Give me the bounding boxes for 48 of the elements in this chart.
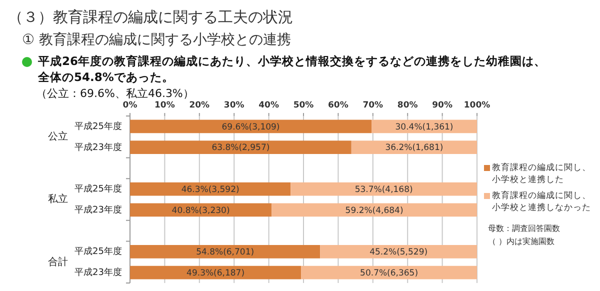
y-tick-label: 平成25年度 bbox=[74, 246, 122, 258]
text: 母数：調査回答園数 bbox=[488, 224, 560, 234]
data-label: 54.8%(6,701) bbox=[196, 248, 254, 258]
text: （公立：69.6%、私立46.3%） bbox=[36, 87, 194, 100]
y-tick-label: 平成25年度 bbox=[74, 184, 122, 195]
text: 平成26年度の教育課程の編成にあたり、小学校と情報交換をするなどの連携をした幼稚園は、 bbox=[37, 54, 546, 68]
data-label: 49.3%(6,187) bbox=[186, 268, 245, 278]
data-label: 40.8%(3,230) bbox=[172, 206, 230, 216]
data-label: 36.2%(1,681) bbox=[385, 143, 444, 154]
bar bbox=[130, 245, 320, 258]
bar bbox=[351, 140, 477, 154]
bar bbox=[130, 140, 352, 154]
bar bbox=[320, 245, 477, 258]
bar bbox=[272, 203, 477, 217]
bar bbox=[130, 120, 372, 134]
text: （ ）内は実施園数 bbox=[488, 237, 555, 246]
y-tick-label: 平成23年度 bbox=[74, 204, 122, 216]
legend-label: 教育課程の編成に関し、小学校と連携した bbox=[492, 162, 591, 186]
text: 私立 bbox=[48, 193, 68, 206]
x-tick-label: 0% bbox=[122, 100, 138, 110]
y-tick-label: 平成23年度 bbox=[74, 267, 122, 278]
bar bbox=[290, 182, 477, 196]
data-label: 30.4%(1,361) bbox=[395, 122, 454, 132]
x-tick-label: 30% bbox=[224, 100, 245, 110]
y-tick-label: 平成25年度 bbox=[74, 120, 122, 132]
y-tick-label: 平成23年度 bbox=[74, 142, 122, 153]
x-tick-label: 60% bbox=[328, 100, 349, 110]
text: 合計 bbox=[48, 256, 68, 268]
data-label: 46.3%(3,592) bbox=[181, 184, 240, 195]
x-tick-label: 10% bbox=[154, 100, 176, 110]
x-tick-label: 70% bbox=[362, 100, 384, 110]
data-label: 69.6%(3,109) bbox=[222, 122, 280, 132]
data-label: 50.7%(6,365) bbox=[360, 268, 418, 278]
x-tick-label: 40% bbox=[258, 100, 280, 110]
x-tick-label: 80% bbox=[397, 100, 418, 110]
x-tick-label: 90% bbox=[432, 100, 453, 110]
chart-subtitle: ① 教育課程の編成に関する小学校との連携 bbox=[22, 30, 292, 48]
data-label: 45.2%(5,529) bbox=[370, 248, 428, 258]
legend-label: 教育課程の編成に関し、小学校と連携しなかった bbox=[492, 190, 591, 214]
text: 全体の54.8%であった。 bbox=[37, 70, 174, 84]
data-label: 63.8%(2,957) bbox=[212, 143, 270, 154]
x-tick-label: 50% bbox=[293, 100, 314, 110]
data-label: 59.2%(4,684) bbox=[345, 206, 404, 216]
chart-title: （３）教育課程の編成に関する工夫の状況 bbox=[8, 8, 293, 26]
text: 公立 bbox=[48, 130, 68, 143]
data-label: 53.7%(4,168) bbox=[354, 184, 413, 195]
x-tick-label: 100% bbox=[464, 100, 491, 110]
x-tick-label: 20% bbox=[189, 100, 210, 110]
